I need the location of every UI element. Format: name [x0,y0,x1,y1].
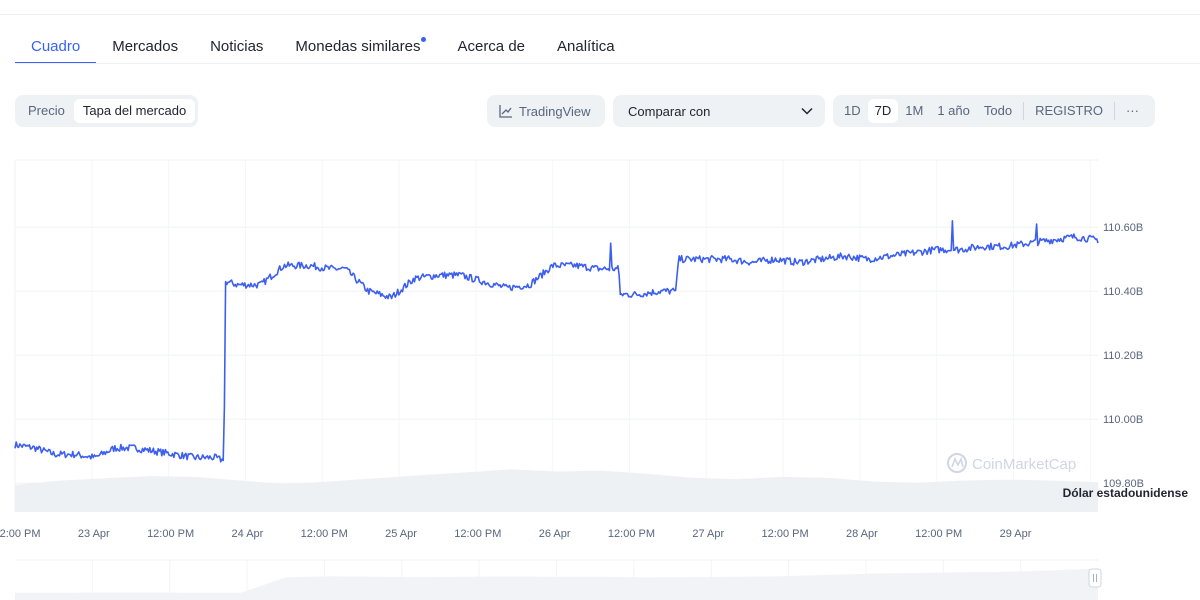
x-tick-label: 12:00 PM [147,528,194,540]
range-1d-option[interactable]: 1D [844,103,861,118]
line-chart-icon [499,105,512,118]
x-tick-label: 26 Apr [539,528,571,540]
x-tick-label: 12:00 PM [301,528,348,540]
tab-cuadro[interactable]: Cuadro [15,30,97,64]
tab-analitica[interactable]: Analítica [541,30,631,64]
x-tick-label: 12:00 PM [915,528,962,540]
tradingview-label: TradingView [519,103,591,119]
tab-acerca-de[interactable]: Acerca de [441,30,541,64]
coinmarketcap-logo-mark [951,456,964,468]
x-tick-label: 25 Apr [385,528,417,540]
market-cap-chart: 110.60B 110.40B 110.20B 110.00B 109.80B CoinM… [0,150,1200,600]
range-separator [1023,102,1025,120]
y-tick-label: 109.80B [1103,478,1144,490]
range-1y-option[interactable]: 1 año [937,103,970,118]
currency-label: Dólar estadounidense [1063,486,1189,500]
tab-bar-divider [15,63,1200,64]
x-tick-label: 12:00 PM [608,528,655,540]
x-tick-label: 12:00 PM [0,528,41,540]
tradingview-button[interactable]: TradingView [487,95,605,127]
tab-label: Monedas similares [295,38,421,55]
tab-label: Cuadro [31,38,81,55]
price-option[interactable]: Precio [28,103,65,118]
watermark-text: CoinMarketCap [972,456,1076,473]
coinmarketcap-logo-icon [947,453,967,473]
y-tick-label: 110.40B [1103,286,1143,298]
volume-area [15,469,1098,512]
chart-type-toggle: Precio Tapa del mercado [15,95,198,127]
x-tick-label: 12:00 PM [454,528,501,540]
compare-with-label: Comparar con [628,103,711,119]
compare-with-dropdown[interactable]: Comparar con [613,95,825,127]
tab-label: Acerca de [457,38,526,55]
range-1m-option[interactable]: 1M [905,103,924,118]
tab-bar: Cuadro Mercados Noticias Monedas similares A… [15,30,631,64]
tab-label: Analítica [557,38,615,55]
tab-noticias[interactable]: Noticias [194,30,279,64]
y-tick-label: 110.00B [1103,414,1143,426]
x-tick-label: 27 Apr [692,528,724,540]
market-cap-option[interactable]: Tapa del mercado [73,99,196,123]
log-scale-button[interactable]: REGISTRO [1035,103,1103,118]
navigator-handle [1088,568,1102,588]
x-tick-label: 28 Apr [846,528,878,540]
top-divider [0,14,1200,15]
tab-label: Noticias [210,38,264,55]
navigator-area [15,568,1098,600]
range-all-option[interactable]: Todo [983,103,1013,118]
x-tick-label: 24 Apr [232,528,264,540]
tab-mercados[interactable]: Mercados [96,30,194,64]
x-tick-label: 23 Apr [78,528,110,540]
range-separator [1113,102,1115,120]
market-cap-chart-svg: 110.60B 110.40B 110.20B 110.00B 109.80B CoinM… [0,159,1189,600]
y-tick-label: 110.20B [1103,350,1143,362]
time-range-selector: 1D 7D 1M 1 año Todo REGISTRO ··· [833,95,1155,127]
notification-dot [421,37,427,42]
tab-label: Mercados [112,38,179,55]
range-7d-option[interactable]: 7D [867,99,899,123]
y-tick-label: 110.60B [1103,222,1143,234]
watermark: CoinMarketCap [947,453,1076,473]
more-options-button[interactable]: ··· [1125,103,1139,118]
chevron-down-icon [801,107,813,115]
x-tick-label: 29 Apr [1000,528,1032,540]
market-cap-line [14,220,1099,463]
tab-monedas-similares[interactable]: Monedas similares [279,30,441,64]
x-tick-label: 12:00 PM [762,528,809,540]
